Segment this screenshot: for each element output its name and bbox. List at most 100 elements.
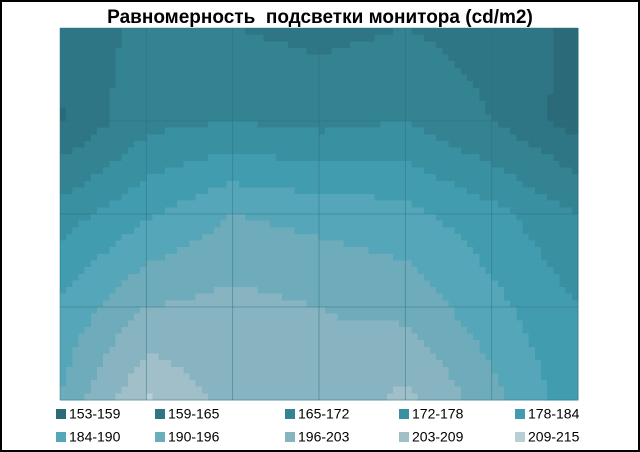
contour-cell <box>319 147 326 155</box>
contour-cell <box>152 307 160 315</box>
contour-cell <box>306 114 314 122</box>
contour-cell <box>103 307 110 315</box>
contour-cell <box>337 273 345 282</box>
contour-cell <box>504 121 511 129</box>
contour-cell <box>115 28 123 36</box>
contour-cell <box>331 307 339 315</box>
contour-cell <box>275 154 283 162</box>
contour-cell <box>226 167 234 175</box>
contour-cell <box>300 326 308 335</box>
contour-cell <box>541 154 548 162</box>
contour-cell <box>504 207 511 215</box>
contour-cell <box>411 293 419 301</box>
contour-cell <box>294 200 302 208</box>
contour-cell <box>220 313 228 321</box>
contour-cell <box>183 260 191 268</box>
contour-cell <box>238 313 246 321</box>
contour-cell <box>294 74 302 82</box>
contour-cell <box>164 386 172 394</box>
contour-cell <box>294 287 302 295</box>
contour-cell <box>374 47 382 56</box>
contour-cell <box>300 273 308 282</box>
contour-cell <box>448 220 456 228</box>
contour-cell <box>90 34 98 42</box>
contour-cell <box>306 74 314 82</box>
contour-cell <box>522 174 530 182</box>
contour-cell <box>158 160 166 169</box>
contour-cell <box>164 154 172 162</box>
contour-cell <box>127 273 135 282</box>
contour-cell <box>559 307 567 315</box>
contour-cell <box>356 307 363 315</box>
contour-cell <box>565 180 573 189</box>
contour-cell <box>171 134 178 142</box>
contour-cell <box>164 353 172 361</box>
contour-cell <box>232 87 240 96</box>
contour-cell <box>325 333 332 341</box>
contour-cell <box>146 67 154 76</box>
contour-cell <box>319 41 326 49</box>
contour-cell <box>84 94 92 102</box>
contour-cell <box>343 273 351 282</box>
contour-cell <box>497 174 505 182</box>
contour-cell <box>158 61 166 69</box>
contour-cell <box>152 81 160 89</box>
contour-cell <box>109 386 117 394</box>
contour-cell <box>522 61 530 69</box>
contour-cell <box>152 366 160 375</box>
contour-cell <box>164 34 172 42</box>
contour-cell <box>288 47 295 56</box>
contour-cell <box>553 61 561 69</box>
contour-cell <box>171 34 178 42</box>
contour-cell <box>177 273 184 282</box>
legend-swatch <box>285 432 295 442</box>
contour-cell <box>97 233 104 242</box>
contour-cell <box>195 373 203 381</box>
contour-cell <box>510 114 517 122</box>
contour-cell <box>399 74 406 82</box>
contour-cell <box>189 260 197 268</box>
contour-cell <box>362 28 369 36</box>
contour-cell <box>430 121 437 129</box>
contour-cell <box>183 227 191 235</box>
contour-cell <box>60 320 67 328</box>
contour-cell <box>214 260 221 268</box>
contour-cell <box>491 174 499 182</box>
contour-cell <box>565 160 573 169</box>
contour-cell <box>325 34 332 42</box>
contour-cell <box>238 167 246 175</box>
contour-cell <box>158 28 166 36</box>
contour-cell <box>319 167 326 175</box>
contour-cell <box>306 227 314 235</box>
contour-cell <box>232 160 240 169</box>
contour-cell <box>288 260 295 268</box>
contour-cell <box>510 194 517 202</box>
contour-cell <box>547 240 554 248</box>
contour-cell <box>214 287 221 295</box>
contour-cell <box>177 147 184 155</box>
contour-cell <box>214 134 221 142</box>
legend-swatch <box>399 432 409 442</box>
contour-cell <box>491 353 499 361</box>
contour-cell <box>349 147 357 155</box>
contour-cell <box>491 287 499 295</box>
contour-cell <box>510 214 517 222</box>
contour-cell <box>331 154 339 162</box>
contour-cell <box>442 373 450 381</box>
contour-cell <box>362 34 369 42</box>
contour-cell <box>504 247 511 255</box>
contour-cell <box>325 61 332 69</box>
contour-cell <box>349 187 357 195</box>
contour-cell <box>78 61 86 69</box>
contour-cell <box>90 393 98 401</box>
contour-cell <box>325 214 332 222</box>
contour-cell <box>337 174 345 182</box>
contour-cell <box>423 267 431 275</box>
contour-cell <box>504 194 511 202</box>
contour-cell <box>510 360 517 368</box>
contour-cell <box>473 293 480 301</box>
contour-cell <box>362 360 369 368</box>
contour-cell <box>66 61 73 69</box>
contour-cell <box>541 194 548 202</box>
contour-cell <box>374 240 382 248</box>
